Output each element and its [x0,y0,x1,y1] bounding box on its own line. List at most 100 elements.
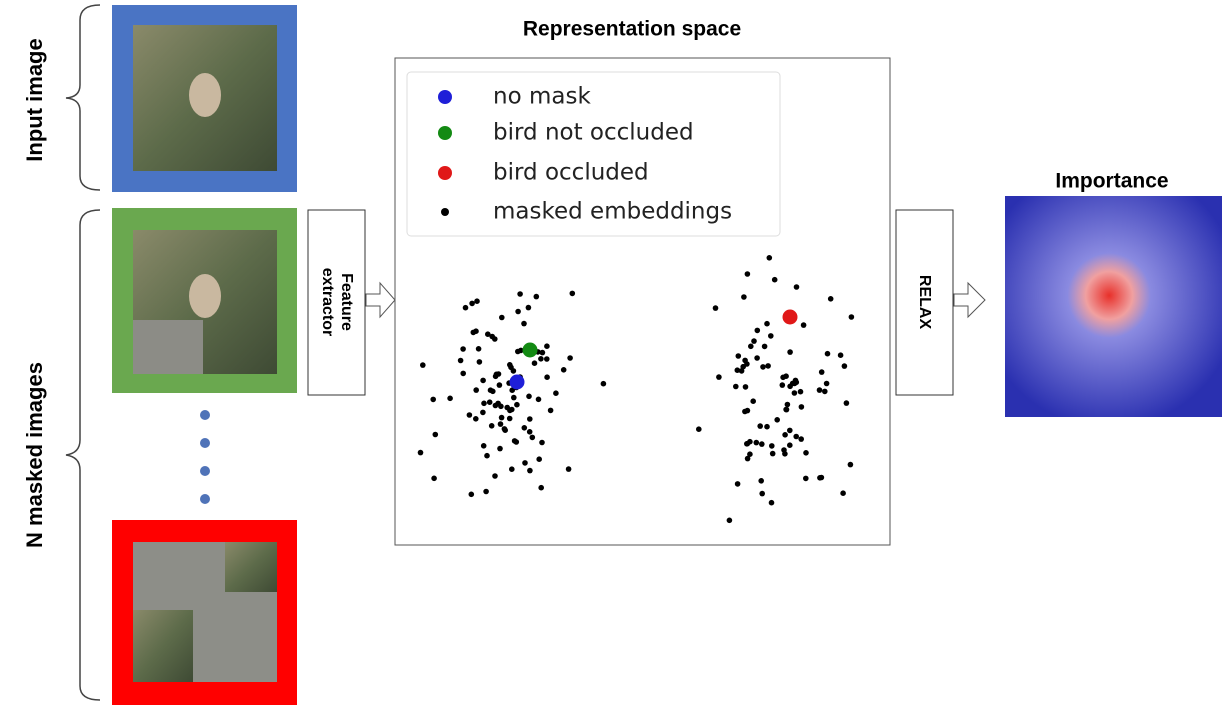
diagram: Input image N masked images Feature extr… [0,0,1222,705]
embedding-dot [744,441,750,447]
embedding-dot [745,456,751,462]
brace [66,5,100,190]
embedding-dot [469,492,475,498]
embedding-dot [762,344,768,350]
embedding-dot [794,284,800,290]
embedding-dot [539,440,545,446]
embedding-dot [527,429,533,435]
embedding-dot [567,355,573,361]
embedding-dot [497,382,503,388]
embedding-dot [474,298,480,304]
embedding-dot [794,380,800,386]
embedding-dot [727,518,733,524]
embedding-dot [467,412,473,418]
embedding-dot [799,404,805,410]
embedding-dot [540,350,546,356]
embedding-dot [772,277,778,283]
embedding-dot [770,451,776,457]
embedding-dot [750,398,756,404]
embedding-dot [473,416,479,422]
embedding-dot [792,390,798,396]
embedding-dot [764,321,770,327]
embedding-dot [477,359,483,365]
embedding-dot [473,328,479,334]
embedding-dot [511,395,517,401]
point-not-occluded [523,343,538,358]
input-label: Input image [22,38,47,161]
embedding-dot [825,351,831,357]
embedding-dot [566,466,572,472]
embedding-dot [499,415,505,421]
embedding-dot [526,394,532,400]
embedding-dot [431,476,437,482]
embedding-dot [743,384,749,390]
embedding-dot [822,389,828,395]
image-part [133,610,193,682]
embedding-dot [544,343,550,349]
embedding-dot [793,434,799,440]
embedding-dot [522,425,528,431]
embedding-dot [521,321,527,327]
embedding-dot [840,490,846,496]
embedding-dot [544,374,550,380]
embedding-dot [420,362,426,368]
embedding-dot [522,460,528,466]
embedding-dot [514,402,520,408]
embedding-dot [430,397,436,403]
embedding-dot [849,314,855,320]
legend-text: bird not occluded [493,120,694,146]
embedding-dot [481,401,487,407]
embedding-dot [745,271,751,277]
embedding-dot [499,315,505,321]
legend-text: bird occluded [493,160,649,186]
embedding-dot [487,399,493,405]
embedding-dot [483,489,489,495]
embedding-dot [798,389,804,395]
embedding-dot [498,421,504,427]
embedding-dot [496,371,502,377]
embedding-dot [463,305,469,311]
embedding-dot [538,356,544,362]
embedding-dot [458,358,464,364]
relax-label: RELAX [916,275,933,330]
embedding-dot [782,451,788,457]
bird [189,274,221,318]
embedding-dot [735,481,741,487]
legend-marker [438,126,452,140]
embedding-dot [736,353,742,359]
embedding-dot [489,334,495,340]
arrow [954,283,985,317]
embedding-dot [838,352,844,358]
embedding-dot [760,364,766,370]
embedding-dot [517,291,523,297]
embedding-dot [538,485,544,491]
embedding-dot [509,466,515,472]
embedding-dot [785,402,791,408]
embedding-dot [716,374,722,380]
embedding-dot [755,328,761,334]
embedding-dot [817,387,823,393]
legend-text: no mask [493,84,591,110]
embedding-dot [526,305,532,311]
embedding-dot [733,384,739,390]
embedding-dot [561,367,567,373]
embedding-dot [502,426,508,432]
legend-marker [438,90,452,104]
embedding-dot [488,387,494,393]
embedding-dot [481,443,487,449]
embedding-dot [515,349,521,355]
embedding-dot [842,363,848,369]
embedding-dot [754,440,760,446]
embedding-dot [553,390,559,396]
embedding-dot [824,381,830,387]
embedding-dot [536,456,542,462]
mask [133,320,203,374]
embedding-dot [801,322,807,328]
embedding-dot [509,407,515,413]
embedding-dot [748,344,754,350]
embedding-dot [740,364,746,370]
embedding-dot [484,453,490,459]
embedding-dot [527,416,533,422]
embedding-dot [460,371,466,377]
embedding-dot [765,363,771,369]
